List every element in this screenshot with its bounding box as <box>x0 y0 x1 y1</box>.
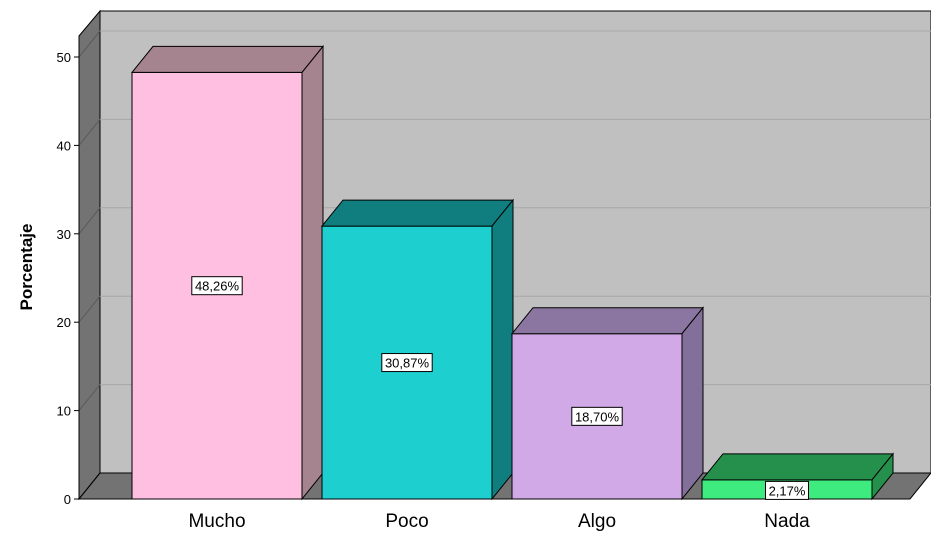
bar-side-poco <box>491 198 514 501</box>
bar-side-nada <box>871 452 894 501</box>
gridline-side-40 <box>78 119 101 146</box>
data-label-box-nada <box>765 480 809 500</box>
y-tick-label-50: 50 <box>57 50 71 65</box>
y-tick-label-40: 40 <box>57 138 71 153</box>
gridline-side-10 <box>78 384 101 411</box>
plot-left-wall <box>78 9 101 501</box>
x-tick-label-mucho: Mucho <box>188 511 245 532</box>
bar-side-algo <box>681 306 704 501</box>
y-axis-title: Porcentaje <box>17 224 36 311</box>
bar-top-mucho <box>130 45 325 73</box>
y-tick-label-0: 0 <box>64 492 71 507</box>
y-tick-label-10: 10 <box>57 404 71 419</box>
bar-top-algo <box>510 307 705 335</box>
data-label-box-mucho <box>191 276 243 296</box>
data-label-poco: 30,87% <box>385 356 430 371</box>
data-label-box-algo <box>571 406 623 426</box>
data-label-nada: 2,17% <box>769 483 806 498</box>
data-label-box-poco <box>381 353 433 373</box>
data-label-mucho: 48,26% <box>195 279 240 294</box>
gridline-side-20 <box>78 295 101 323</box>
x-tick-label-poco: Poco <box>385 511 428 532</box>
labels-group: 48,26% Mucho 30,87% Poco 18,70% Algo 2,17% Nada <box>188 276 810 532</box>
bar-top-nada <box>700 453 895 481</box>
bar-top-poco <box>320 199 515 227</box>
axis-group: 0 10 20 30 40 50 <box>57 36 80 507</box>
data-label-algo: 18,70% <box>575 409 620 424</box>
x-tick-label-algo: Algo <box>578 511 616 532</box>
x-tick-label-nada: Nada <box>764 511 810 532</box>
gridline-side-50 <box>78 30 101 58</box>
gridline-side-30 <box>78 207 101 235</box>
bar-side-mucho <box>301 44 324 501</box>
y-tick-label-30: 30 <box>57 227 71 242</box>
y-tick-label-20: 20 <box>57 315 71 330</box>
